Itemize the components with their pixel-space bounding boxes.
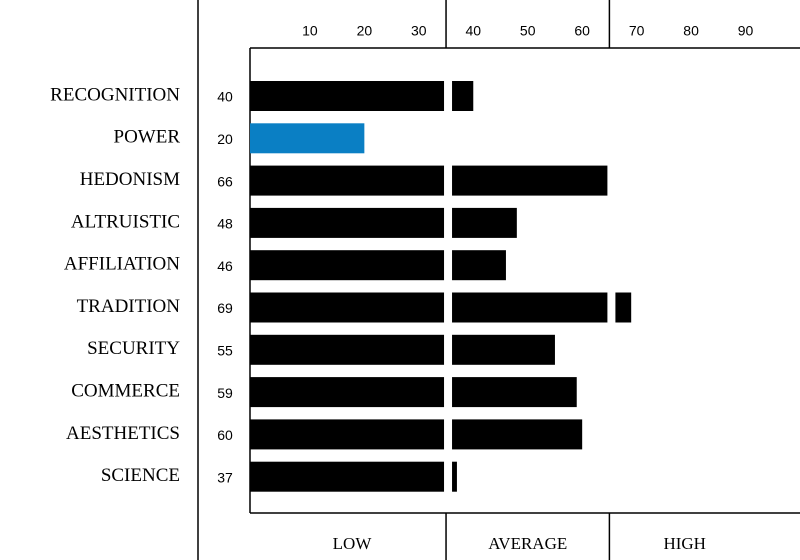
band-label: LOW: [333, 534, 373, 553]
bar: [250, 165, 615, 196]
bar: [250, 377, 577, 408]
x-tick-label: 30: [411, 23, 427, 39]
bar-gap: [444, 291, 453, 324]
category-label: RECOGNITION: [50, 84, 180, 105]
bar-gap: [444, 460, 453, 493]
category-label: SCIENCE: [101, 465, 180, 486]
x-tick-label: 80: [683, 23, 699, 39]
score-label: 59: [217, 385, 233, 401]
bar: [250, 123, 365, 154]
bar: [250, 207, 517, 238]
bar: [250, 461, 457, 492]
score-label: 55: [217, 343, 233, 359]
score-label: 40: [217, 89, 233, 105]
score-label: 20: [217, 131, 233, 147]
bar-gap: [607, 164, 616, 197]
bar-gap: [444, 249, 453, 282]
score-label: 69: [217, 300, 233, 316]
category-label: POWER: [114, 127, 181, 148]
band-label: HIGH: [663, 534, 706, 553]
category-label: AESTHETICS: [66, 423, 180, 444]
x-tick-label: 10: [302, 23, 318, 39]
score-label: 60: [217, 427, 233, 443]
category-label: TRADITION: [77, 296, 181, 317]
bar-gap: [444, 164, 453, 197]
category-label: AFFILIATION: [64, 254, 180, 275]
x-tick-label: 70: [629, 23, 645, 39]
x-tick-label: 90: [738, 23, 754, 39]
x-tick-label: 20: [357, 23, 373, 39]
bar-gap: [444, 333, 453, 366]
bar: [250, 334, 555, 365]
bar-gap: [444, 376, 453, 409]
x-tick-label: 40: [465, 23, 481, 39]
category-label: HEDONISM: [80, 169, 180, 190]
category-label: COMMERCE: [71, 380, 180, 401]
score-label: 46: [217, 258, 233, 274]
x-tick-label: 60: [574, 23, 590, 39]
x-tick-label: 50: [520, 23, 536, 39]
score-label: 66: [217, 173, 233, 189]
bar-gap: [444, 80, 453, 112]
bar-gap: [444, 418, 453, 451]
band-label: AVERAGE: [488, 534, 567, 553]
bar-gap: [444, 206, 453, 239]
score-label: 37: [217, 469, 233, 485]
category-label: ALTRUISTIC: [71, 211, 180, 232]
bar: [250, 250, 506, 281]
bar: [250, 81, 474, 111]
score-label: 48: [217, 216, 233, 232]
bar: [250, 419, 583, 450]
bar-gap: [607, 291, 616, 324]
bar: [250, 292, 632, 323]
category-label: SECURITY: [87, 338, 180, 359]
